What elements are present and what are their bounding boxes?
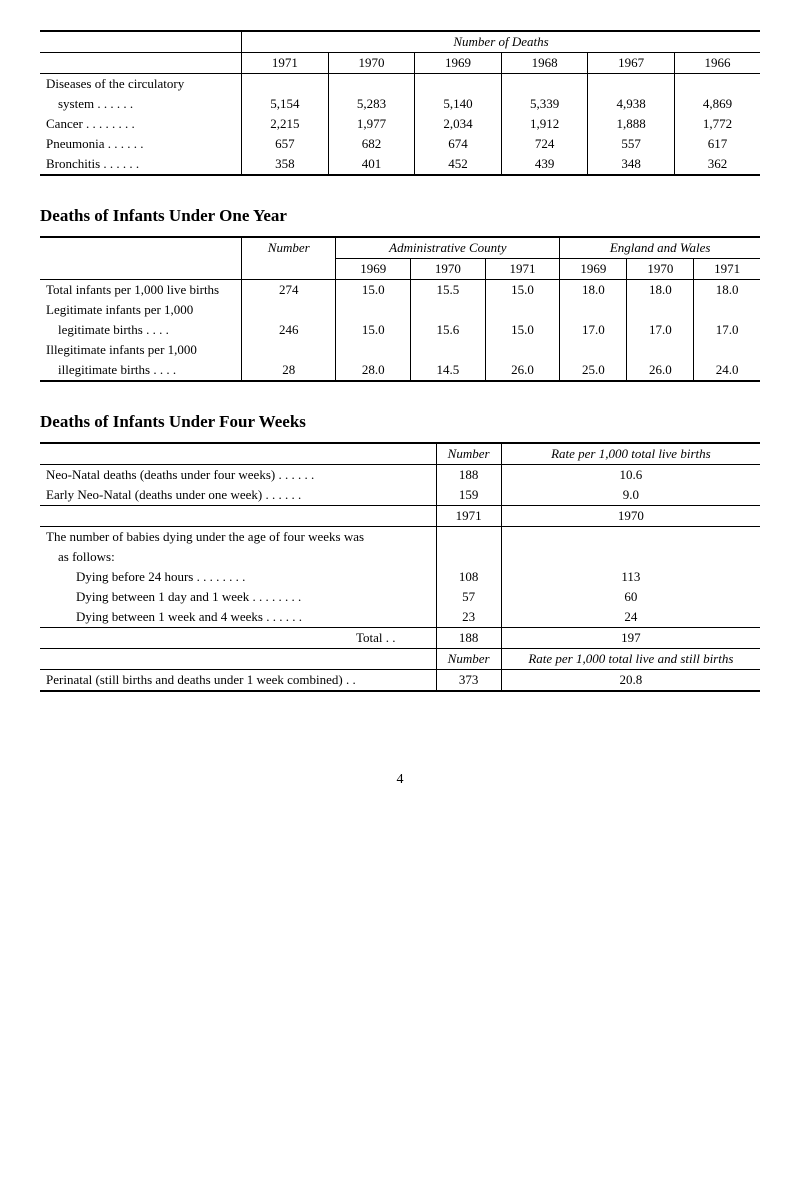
- page-number: 4: [40, 772, 760, 788]
- infants-one-year-table: Number Administrative County England and…: [40, 236, 760, 382]
- header-deaths: Number of Deaths: [242, 31, 760, 53]
- heading-one-year: Deaths of Infants Under One Year: [40, 206, 760, 226]
- heading-four-weeks: Deaths of Infants Under Four Weeks: [40, 412, 760, 432]
- infants-four-weeks-table: Number Rate per 1,000 total live births …: [40, 442, 760, 692]
- deaths-table: Number of Deaths 1971 1970 1969 1968 196…: [40, 30, 760, 176]
